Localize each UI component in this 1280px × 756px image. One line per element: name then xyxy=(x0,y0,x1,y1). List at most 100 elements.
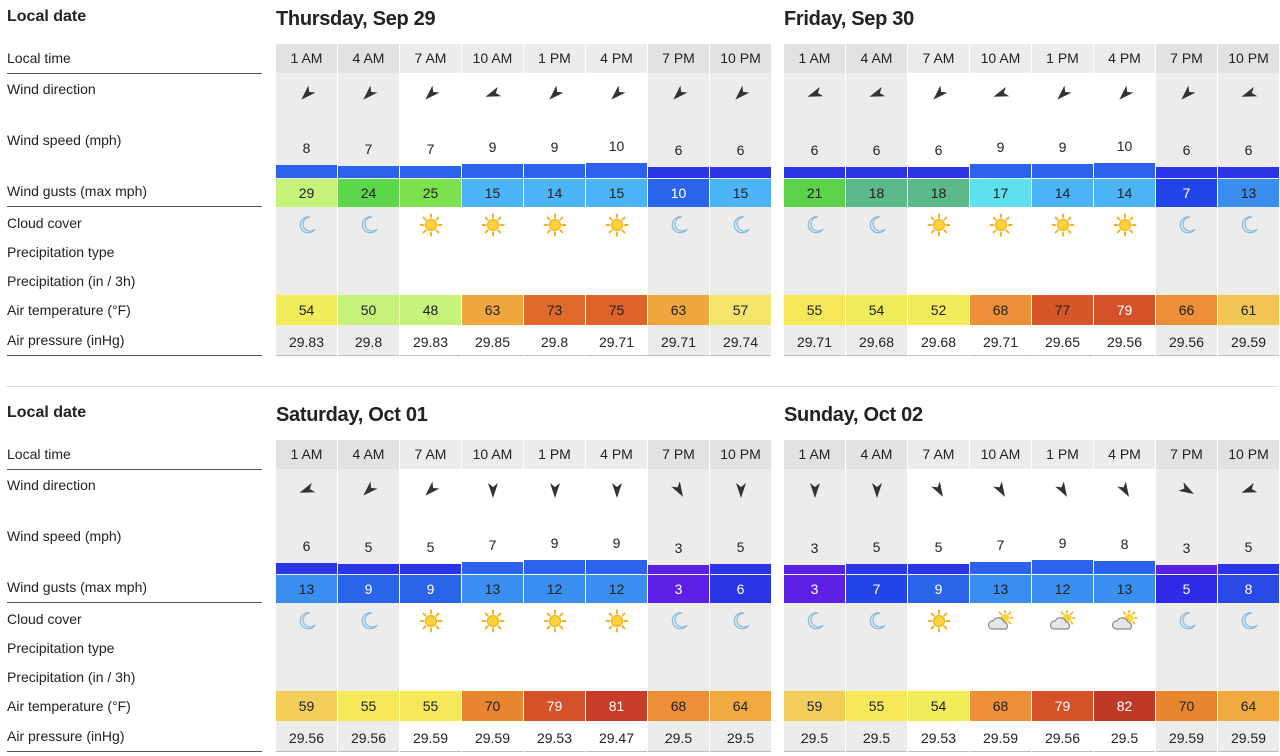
moon-icon xyxy=(276,211,337,239)
row-labels: Local date Local time Wind direction Win… xyxy=(0,396,262,752)
wind-gust-cell: 8 xyxy=(1218,575,1279,603)
pressure-cell: 29.74 xyxy=(722,334,759,350)
day-forecast: Friday, Sep 30 1 AM 6 21 55 29.71 4 AM 6 18 54 29… xyxy=(784,0,1279,356)
time-cell: 7 PM xyxy=(648,44,709,73)
wind-speed-value: 8 xyxy=(302,139,311,156)
divider xyxy=(908,355,969,356)
wind-speed-bar xyxy=(586,163,647,178)
block-separator xyxy=(6,386,1278,387)
wind-gust-cell: 18 xyxy=(908,179,969,207)
wind-speed-value: 6 xyxy=(674,141,683,158)
moon-icon xyxy=(1156,607,1217,635)
pressure-cell: 29.5 xyxy=(726,730,755,746)
time-cell: 7 AM xyxy=(400,44,461,73)
time-cell: 7 PM xyxy=(648,440,709,469)
divider xyxy=(846,355,907,356)
divider xyxy=(710,751,771,752)
wind-speed-bar xyxy=(710,166,771,178)
wind-speed-value: 7 xyxy=(488,536,497,553)
divider xyxy=(338,355,399,356)
wind-direction-icon xyxy=(462,476,523,504)
wind-speed-bar xyxy=(462,561,523,574)
temperature-cell: 79 xyxy=(524,691,585,721)
temperature-cell: 63 xyxy=(462,295,523,325)
wind-direction-icon xyxy=(276,476,337,504)
sun-icon xyxy=(400,211,461,239)
label-wind-gusts: Wind gusts (max mph) xyxy=(7,183,148,199)
temperature-cell: 55 xyxy=(784,295,845,325)
wind-speed-bar xyxy=(338,165,399,178)
hour-column: 7 PM 3 5 70 29.59 xyxy=(1156,440,1217,752)
moon-icon xyxy=(338,607,399,635)
wind-speed-value: 6 xyxy=(872,141,881,158)
wind-gust-cell: 13 xyxy=(1094,575,1155,603)
time-cell: 4 PM xyxy=(586,440,647,469)
pressure-cell: 29.68 xyxy=(858,334,895,350)
wind-speed-value: 7 xyxy=(426,140,435,157)
partly-cloudy-icon xyxy=(1032,607,1093,635)
wind-gust-cell: 14 xyxy=(1032,179,1093,207)
wind-speed-bar xyxy=(970,163,1031,178)
sun-icon xyxy=(970,211,1031,239)
label-precip: Precipitation (in / 3h) xyxy=(7,273,136,289)
time-cell: 1 AM xyxy=(276,44,337,73)
wind-direction-icon xyxy=(462,80,523,108)
wind-speed-bar xyxy=(524,163,585,178)
pressure-cell: 29.59 xyxy=(1168,730,1205,746)
wind-speed-bar xyxy=(1032,163,1093,178)
wind-speed-value: 7 xyxy=(364,140,373,157)
divider xyxy=(970,751,1031,752)
wind-direction-icon xyxy=(710,80,771,108)
wind-gust-cell: 15 xyxy=(586,179,647,207)
wind-speed-value: 9 xyxy=(1058,138,1067,155)
pressure-cell: 29.83 xyxy=(288,334,325,350)
temperature-cell: 68 xyxy=(648,691,709,721)
wind-gust-cell: 13 xyxy=(970,575,1031,603)
divider xyxy=(7,602,262,603)
divider xyxy=(1218,355,1279,356)
time-cell: 1 PM xyxy=(1032,440,1093,469)
temperature-cell: 59 xyxy=(276,691,337,721)
temperature-cell: 61 xyxy=(1218,295,1279,325)
moon-icon xyxy=(1156,211,1217,239)
hour-column: 1 AM 3 3 59 29.5 xyxy=(784,440,845,752)
wind-gust-cell: 25 xyxy=(400,179,461,207)
wind-gust-cell: 14 xyxy=(1094,179,1155,207)
pressure-cell: 29.59 xyxy=(1230,334,1267,350)
sun-icon xyxy=(524,211,585,239)
wind-gust-cell: 3 xyxy=(784,575,845,603)
wind-speed-bar xyxy=(710,563,771,574)
divider xyxy=(586,355,647,356)
forecast-block-2: Local date Local time Wind direction Win… xyxy=(0,396,1280,752)
wind-direction-icon xyxy=(586,80,647,108)
wind-speed-value: 10 xyxy=(608,138,625,154)
temperature-cell: 54 xyxy=(276,295,337,325)
hour-column: 10 AM 9 17 68 29.71 xyxy=(970,44,1031,356)
wind-direction-icon xyxy=(1032,476,1093,504)
pressure-cell: 29.59 xyxy=(412,730,449,746)
moon-icon xyxy=(1218,607,1279,635)
temperature-cell: 81 xyxy=(586,691,647,721)
sun-icon xyxy=(586,211,647,239)
wind-direction-icon xyxy=(846,476,907,504)
wind-speed-value: 10 xyxy=(1116,138,1133,154)
moon-icon xyxy=(338,211,399,239)
day-title: Thursday, Sep 29 xyxy=(276,8,436,30)
wind-direction-icon xyxy=(908,80,969,108)
label-wind-direction: Wind direction xyxy=(7,477,96,493)
partly-cloudy-icon xyxy=(970,607,1031,635)
wind-speed-bar xyxy=(1094,560,1155,574)
wind-speed-value: 5 xyxy=(872,538,881,555)
divider xyxy=(524,751,585,752)
wind-speed-bar xyxy=(1032,559,1093,574)
hour-column: 1 PM 9 14 77 29.65 xyxy=(1032,44,1093,356)
moon-icon xyxy=(710,607,771,635)
divider xyxy=(648,355,709,356)
label-local-date: Local date xyxy=(7,404,87,421)
temperature-cell: 50 xyxy=(338,295,399,325)
pressure-cell: 29.5 xyxy=(1110,730,1139,746)
wind-direction-icon xyxy=(710,476,771,504)
pressure-cell: 29.71 xyxy=(796,334,833,350)
temperature-cell: 55 xyxy=(338,691,399,721)
time-cell: 4 AM xyxy=(338,440,399,469)
